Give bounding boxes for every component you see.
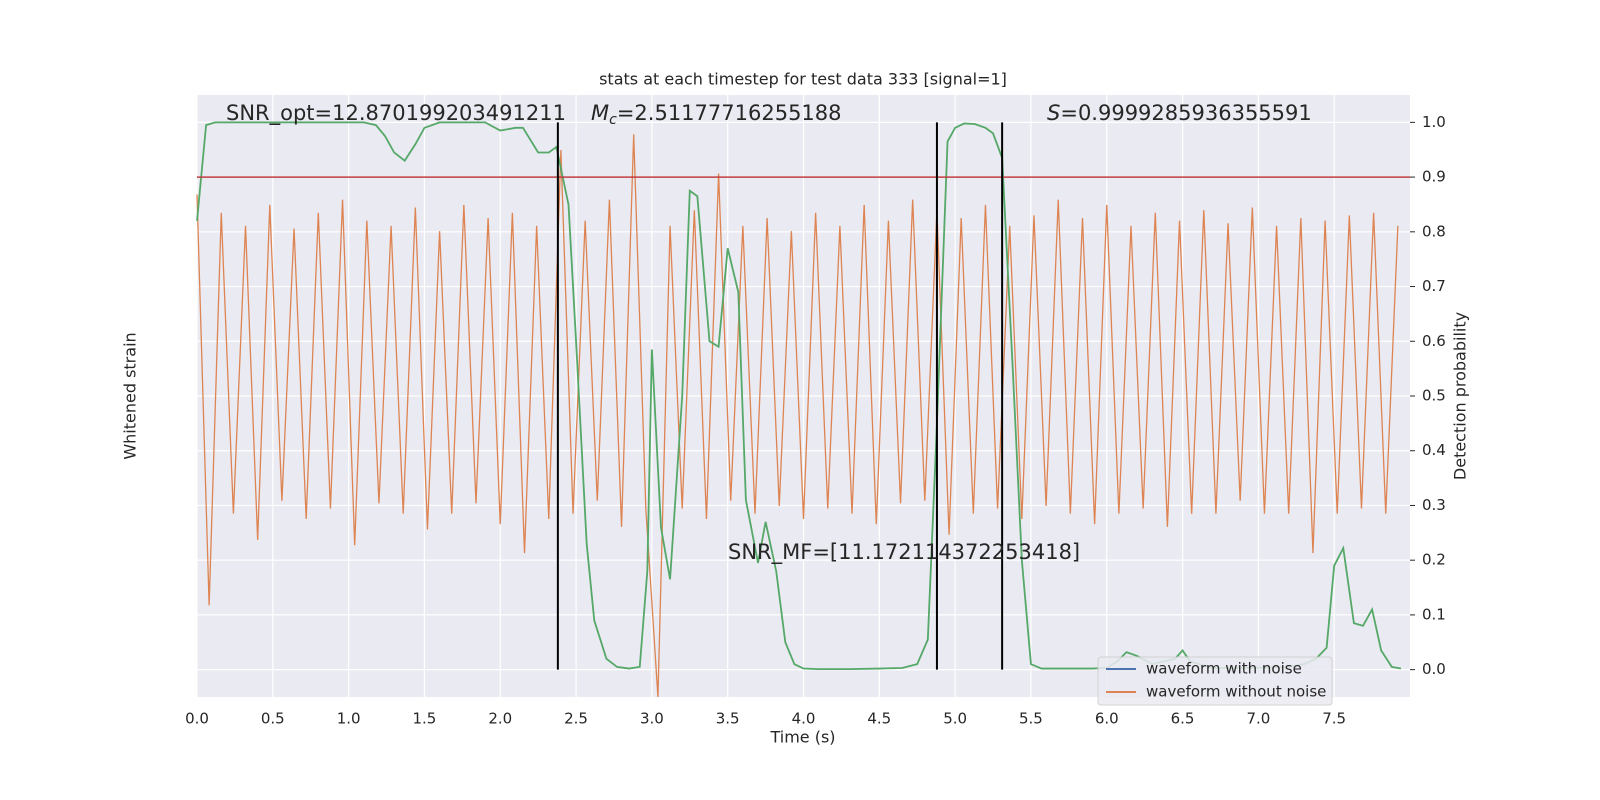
x-tick-label: 4.5: [867, 710, 891, 728]
x-tick-label: 6.0: [1095, 710, 1119, 728]
y2-tick-label: 0.8: [1422, 222, 1446, 240]
legend: waveform with noise waveform without nois…: [1097, 656, 1333, 706]
y2-axis-label: Detection probability: [1451, 312, 1470, 480]
x-tick-label: 0.5: [261, 710, 285, 728]
y-axis-label: Whitened strain: [121, 332, 140, 459]
annotation: SNR_MF=[11.172114372253418]: [728, 540, 1080, 565]
annotation-text: =0.9999285936355591: [1060, 101, 1311, 125]
x-tick-label: 7.5: [1322, 710, 1346, 728]
legend-label: waveform with noise: [1146, 660, 1302, 678]
x-tick-label: 1.0: [337, 710, 361, 728]
symbol: S: [1047, 101, 1060, 125]
annotation: SNR_opt=12.870199203491211: [226, 101, 566, 126]
x-tick-label: 0.0: [185, 710, 209, 728]
y2-tick-label: 0.5: [1422, 387, 1446, 405]
x-tick-label: 3.0: [640, 710, 664, 728]
marks: [196, 121, 1410, 698]
x-tick-label: 5.5: [1019, 710, 1043, 728]
y2-tick-label: 0.1: [1422, 605, 1446, 623]
x-tick-label: 3.5: [716, 710, 740, 728]
y2-tick-label: 0.3: [1422, 496, 1446, 514]
series-line: [196, 134, 1399, 698]
chart-title: stats at each timestep for test data 333…: [599, 70, 1007, 89]
x-tick-label: 4.0: [792, 710, 816, 728]
x-tick-label: 2.5: [564, 710, 588, 728]
y2-tick-label: 0.7: [1422, 277, 1446, 295]
legend-label: waveform without noise: [1146, 683, 1326, 701]
y2-tick-label: 0.4: [1422, 441, 1446, 459]
y2-tick-label: 1.0: [1422, 113, 1446, 131]
symbol: M: [591, 101, 609, 125]
y2-tick-label: 0.2: [1422, 551, 1446, 569]
x-tick-label: 5.0: [943, 710, 967, 728]
x-tick-label: 7.0: [1246, 710, 1270, 728]
y2-tick-label: 0.9: [1422, 168, 1446, 186]
x-tick-label: 2.0: [488, 710, 512, 728]
annotation-text: =2.51177716255188: [617, 101, 842, 125]
x-tick-label: 6.5: [1171, 710, 1195, 728]
subscript: c: [609, 112, 617, 128]
annotation: Mc=2.51177716255188: [591, 101, 842, 128]
y2-tick-label: 0.6: [1422, 332, 1446, 350]
x-axis-label: Time (s): [769, 728, 835, 747]
x-tick-label: 1.5: [413, 710, 437, 728]
y2-tick-label: 0.0: [1422, 660, 1446, 678]
legend-box: [1097, 656, 1333, 706]
annotation: S=0.9999285936355591: [1047, 101, 1312, 125]
